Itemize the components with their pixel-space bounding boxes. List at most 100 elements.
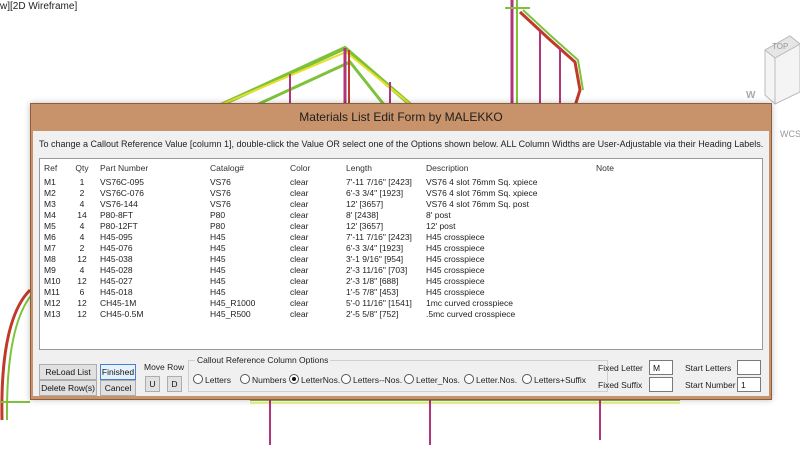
finished-button[interactable]: Finished (100, 364, 136, 380)
start-number-input[interactable]: 1 (737, 377, 761, 392)
cell-catalog: H45_R500 (210, 309, 251, 319)
radio-option-4[interactable]: Letter_Nos. (404, 374, 460, 385)
column-header-catalog[interactable]: Catalog# (210, 163, 245, 173)
column-header-length[interactable]: Length (346, 163, 372, 173)
radio-option-label: LetterNos. (301, 375, 341, 385)
start-letters-input[interactable] (737, 360, 761, 375)
cell-description: H45 crosspiece (426, 232, 485, 242)
cell-part-number: VS76-144 (100, 199, 138, 209)
radio-button-icon[interactable] (240, 374, 250, 384)
radio-option-0[interactable]: Letters (193, 374, 231, 385)
materials-list-table[interactable]: Ref Qty Part Number Catalog# Color Length Desc… (39, 158, 763, 350)
cell-part-number: VS76C-095 (100, 177, 144, 187)
reload-list-button[interactable]: ReLoad List (39, 364, 97, 380)
cell-catalog: H45 (210, 265, 226, 275)
cell-ref[interactable]: M13 (44, 309, 61, 319)
cell-ref[interactable]: M7 (44, 243, 56, 253)
radio-option-2[interactable]: LetterNos. (289, 374, 340, 385)
dialog-title[interactable]: Materials List Edit Form by MALEKKO (299, 110, 503, 124)
start-letters-label: Start Letters (685, 363, 732, 373)
fixed-letter-input[interactable]: M (649, 360, 673, 375)
cell-ref[interactable]: M8 (44, 254, 56, 264)
cell-qty: 2 (79, 188, 85, 198)
viewcube-compass-w[interactable]: W (746, 90, 756, 101)
table-row[interactable]: M3 4 VS76-144 VS76 clear 12' [3657] VS76 4 slo… (40, 199, 762, 210)
move-row-down-button[interactable]: D (167, 376, 182, 392)
table-row[interactable]: M9 4 H45-028 H45 clear 2'-3 11/16" [703] H45 c… (40, 265, 762, 276)
delete-rows-button[interactable]: Delete Row(s) (39, 380, 97, 396)
cell-note (592, 265, 762, 276)
cell-description: 1mc curved crosspiece (426, 298, 513, 308)
cell-ref[interactable]: M11 (44, 287, 60, 297)
cell-ref[interactable]: M5 (44, 221, 56, 231)
cell-ref[interactable]: M4 (44, 210, 56, 220)
viewcube-top-label[interactable]: TOP (772, 42, 789, 51)
table-row[interactable]: M6 4 H45-095 H45 clear 7'-11 7/16" [2423] H45 … (40, 232, 762, 243)
cell-length: 12' [3657] (346, 221, 384, 231)
viewcube[interactable] (764, 35, 800, 105)
table-row[interactable]: M12 12 CH45-1M H45_R1000 clear 5'-0 11/16" [1… (40, 298, 762, 309)
cell-part-number: P80-12FT (100, 221, 138, 231)
wireframe-bottom-frame (250, 399, 680, 445)
column-header-part-number[interactable]: Part Number (100, 163, 149, 173)
cell-color: clear (290, 210, 309, 220)
cell-length: 3'-1 9/16" [954] (346, 254, 404, 264)
cell-ref[interactable]: M10 (44, 276, 61, 286)
cell-catalog: P80 (210, 221, 226, 231)
cancel-button[interactable]: Cancel (100, 380, 136, 396)
cell-ref[interactable]: M6 (44, 232, 56, 242)
radio-button-icon[interactable] (341, 374, 351, 384)
table-row[interactable]: M13 12 CH45-0.5M H45_R500 clear 2'-5 5/8" [75… (40, 309, 762, 320)
column-header-description[interactable]: Description (426, 163, 469, 173)
table-row[interactable]: M10 12 H45-027 H45 clear 2'-3 1/8" [688] H45 c… (40, 276, 762, 287)
table-body: M1 1 VS76C-095 VS76 clear 7'-11 7/16" [2423] V… (40, 177, 762, 320)
cell-color: clear (290, 188, 309, 198)
table-row[interactable]: M1 1 VS76C-095 VS76 clear 7'-11 7/16" [2423] V… (40, 177, 762, 188)
radio-button-icon[interactable] (289, 374, 299, 384)
cell-color: clear (290, 254, 309, 264)
table-row[interactable]: M7 2 H45-076 H45 clear 6'-3 3/4" [1923] H45 cr… (40, 243, 762, 254)
radio-button-icon[interactable] (193, 374, 203, 384)
cell-ref[interactable]: M12 (44, 298, 61, 308)
viewport-view-label[interactable]: w][2D Wireframe] (0, 1, 78, 12)
radio-option-5[interactable]: Letter.Nos. (464, 374, 517, 385)
cell-qty: 12 (77, 298, 87, 308)
column-header-note[interactable]: Note (596, 163, 614, 173)
cell-qty: 12 (77, 254, 87, 264)
materials-table: Ref Qty Part Number Catalog# Color Length Desc… (40, 159, 762, 320)
table-row[interactable]: M8 12 H45-038 H45 clear 3'-1 9/16" [954] H45 c… (40, 254, 762, 265)
radio-button-icon[interactable] (522, 374, 532, 384)
table-row[interactable]: M2 2 VS76C-076 VS76 clear 6'-3 3/4" [1923] VS7… (40, 188, 762, 199)
cell-description: VS76 4 slot 76mm Sq. post (426, 199, 529, 209)
table-row[interactable]: M11 6 H45-018 H45 clear 1'-5 7/8" [453] H45 cr… (40, 287, 762, 298)
fixed-suffix-input[interactable] (649, 377, 673, 392)
cell-color: clear (290, 287, 309, 297)
radio-option-6[interactable]: Letters+Suffix (522, 374, 586, 385)
dialog-body: To change a Callout Reference Value [col… (33, 131, 769, 396)
cell-note (592, 287, 762, 298)
radio-option-label: Letters (205, 375, 231, 385)
radio-option-label: Letter_Nos. (416, 375, 460, 385)
wireframe-right-structure (505, 0, 584, 107)
cell-ref[interactable]: M2 (44, 188, 56, 198)
cell-length: 5'-0 11/16" [1541] (346, 298, 412, 308)
column-header-color[interactable]: Color (290, 163, 311, 173)
table-row[interactable]: M5 4 P80-12FT P80 clear 12' [3657] 12' post (40, 221, 762, 232)
table-row[interactable]: M4 14 P80-8FT P80 clear 8' [2438] 8' post (40, 210, 762, 221)
radio-option-1[interactable]: Numbers (240, 374, 286, 385)
cell-ref[interactable]: M1 (44, 177, 56, 187)
cell-ref[interactable]: M3 (44, 199, 56, 209)
cell-description: .5mc curved crosspiece (426, 309, 516, 319)
cell-qty: 2 (79, 243, 85, 253)
fixed-suffix-label: Fixed Suffix (598, 380, 643, 390)
radio-button-icon[interactable] (404, 374, 414, 384)
column-header-qty[interactable]: Qty (75, 163, 89, 173)
move-row-up-button[interactable]: U (145, 376, 160, 392)
radio-option-3[interactable]: Letters--Nos. (341, 374, 402, 385)
wcs-menu[interactable]: WCS (780, 129, 800, 139)
cell-color: clear (290, 276, 309, 286)
radio-button-icon[interactable] (464, 374, 474, 384)
column-header-ref[interactable]: Ref (44, 163, 58, 173)
cell-ref[interactable]: M9 (44, 265, 56, 275)
